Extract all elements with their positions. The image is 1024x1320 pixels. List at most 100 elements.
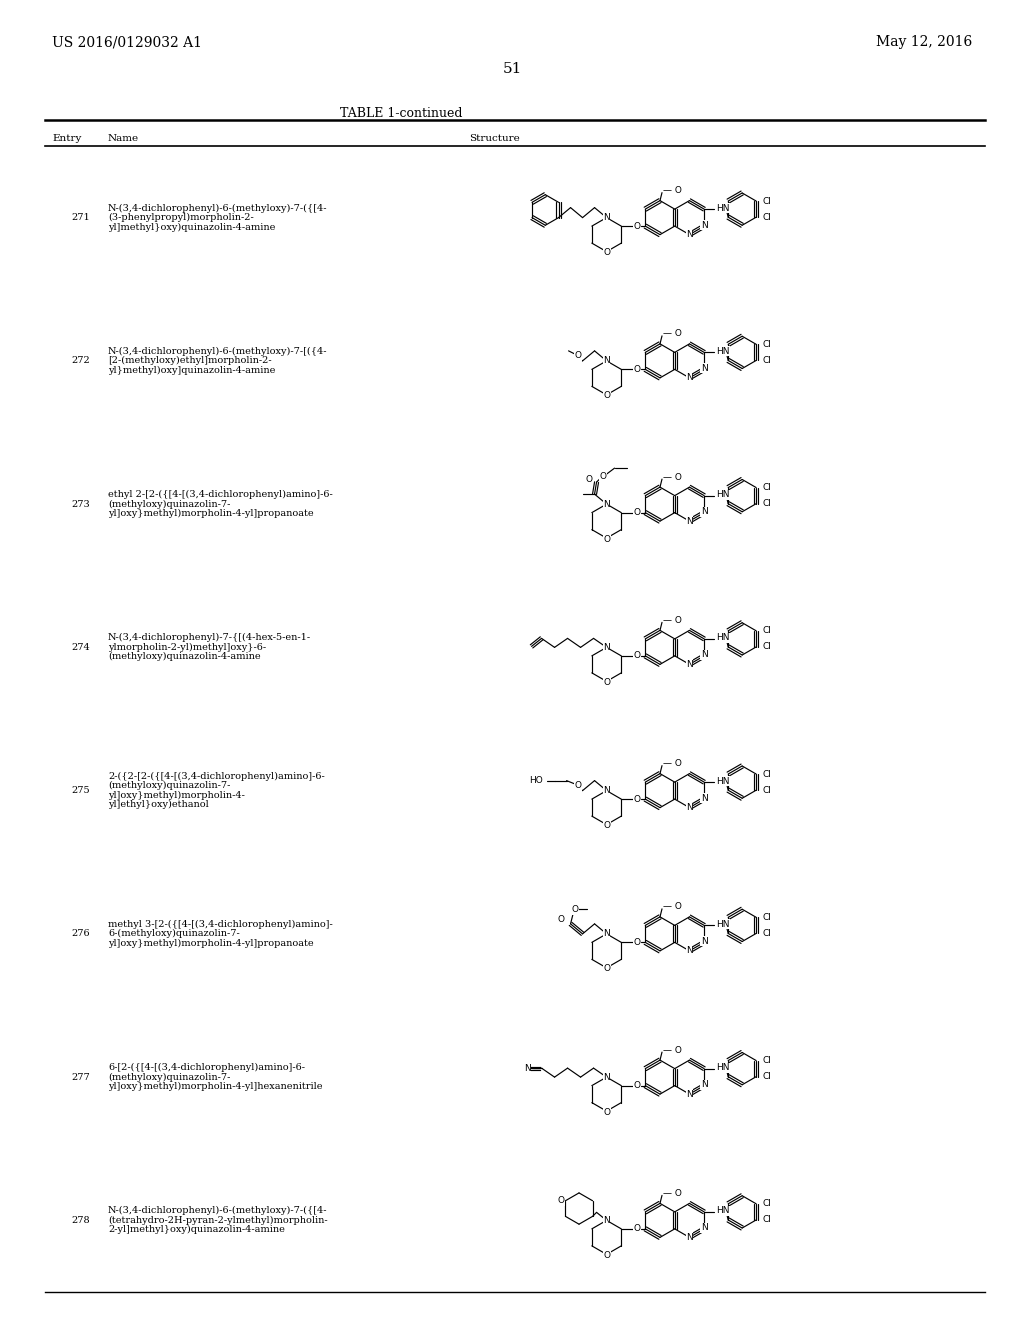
Text: ethyl 2-[2-({[4-[(3,4-dichlorophenyl)amino]-6-: ethyl 2-[2-({[4-[(3,4-dichlorophenyl)ami… xyxy=(108,490,333,499)
Text: N: N xyxy=(700,220,708,230)
Text: Cl: Cl xyxy=(762,213,771,222)
Text: O: O xyxy=(603,391,610,400)
Text: N: N xyxy=(700,651,708,660)
Text: 6-(methyloxy)quinazolin-7-: 6-(methyloxy)quinazolin-7- xyxy=(108,929,240,939)
Text: yl]oxy}methyl)morpholin-4-yl]propanoate: yl]oxy}methyl)morpholin-4-yl]propanoate xyxy=(108,939,313,948)
Text: O: O xyxy=(599,471,606,480)
Text: HN: HN xyxy=(716,1206,730,1216)
Text: N: N xyxy=(700,507,708,516)
Text: N: N xyxy=(603,213,610,222)
Text: [2-(methyloxy)ethyl]morpholin-2-: [2-(methyloxy)ethyl]morpholin-2- xyxy=(108,356,271,366)
Text: N: N xyxy=(603,356,610,366)
Text: HN: HN xyxy=(716,1063,730,1072)
Text: (methyloxy)quinazolin-7-: (methyloxy)quinazolin-7- xyxy=(108,781,230,791)
Text: N: N xyxy=(603,500,610,508)
Text: O: O xyxy=(603,248,610,257)
Text: (methyloxy)quinazolin-4-amine: (methyloxy)quinazolin-4-amine xyxy=(108,652,261,661)
Text: 2-({2-[2-({[4-[(3,4-dichlorophenyl)amino]-6-: 2-({2-[2-({[4-[(3,4-dichlorophenyl)amino… xyxy=(108,772,325,781)
Text: — O: — O xyxy=(663,903,682,911)
Text: N: N xyxy=(524,1064,530,1073)
Text: HN: HN xyxy=(716,634,730,643)
Text: N: N xyxy=(686,1089,693,1098)
Text: Cl: Cl xyxy=(762,1072,771,1081)
Text: O: O xyxy=(603,678,610,686)
Text: Cl: Cl xyxy=(762,1200,771,1208)
Text: N: N xyxy=(700,1224,708,1233)
Text: HN: HN xyxy=(716,776,730,785)
Text: Cl: Cl xyxy=(762,1056,771,1065)
Text: (methyloxy)quinazolin-7-: (methyloxy)quinazolin-7- xyxy=(108,499,230,508)
Text: O: O xyxy=(603,535,610,544)
Text: Structure: Structure xyxy=(470,135,520,143)
Text: — O: — O xyxy=(663,473,682,482)
Text: O: O xyxy=(574,781,581,791)
Text: Cl: Cl xyxy=(762,339,771,348)
Text: yl]oxy}methyl)morpholin-4-yl]hexanenitrile: yl]oxy}methyl)morpholin-4-yl]hexanenitri… xyxy=(108,1082,323,1092)
Text: 275: 275 xyxy=(72,787,90,795)
Text: 51: 51 xyxy=(503,62,521,77)
Text: — O: — O xyxy=(663,186,682,195)
Text: (tetrahydro-2H-pyran-2-ylmethyl)morpholin-: (tetrahydro-2H-pyran-2-ylmethyl)morpholi… xyxy=(108,1216,328,1225)
Text: O: O xyxy=(634,1225,641,1233)
Text: Cl: Cl xyxy=(762,913,771,921)
Text: O: O xyxy=(603,821,610,830)
Text: HO: HO xyxy=(528,776,543,785)
Text: Cl: Cl xyxy=(762,499,771,508)
Text: N: N xyxy=(603,929,610,939)
Text: O: O xyxy=(571,906,579,915)
Text: N: N xyxy=(603,643,610,652)
Text: N: N xyxy=(603,1073,610,1081)
Text: HN: HN xyxy=(716,490,730,499)
Text: N: N xyxy=(686,803,693,812)
Text: yl]methyl}oxy)quinazolin-4-amine: yl]methyl}oxy)quinazolin-4-amine xyxy=(108,223,275,232)
Text: O: O xyxy=(634,364,641,374)
Text: methyl 3-[2-({[4-[(3,4-dichlorophenyl)amino]-: methyl 3-[2-({[4-[(3,4-dichlorophenyl)am… xyxy=(108,920,333,929)
Text: N: N xyxy=(686,660,693,669)
Text: HN: HN xyxy=(716,347,730,356)
Text: 277: 277 xyxy=(72,1073,90,1081)
Text: O: O xyxy=(634,795,641,804)
Text: yl]ethyl}oxy)ethanol: yl]ethyl}oxy)ethanol xyxy=(108,800,209,809)
Text: O: O xyxy=(603,1251,610,1259)
Text: O: O xyxy=(634,651,641,660)
Text: yl]oxy}methyl)morpholin-4-yl]propanoate: yl]oxy}methyl)morpholin-4-yl]propanoate xyxy=(108,510,313,519)
Text: O: O xyxy=(574,351,581,360)
Text: Cl: Cl xyxy=(762,785,771,795)
Text: HN: HN xyxy=(716,920,730,929)
Text: ylmorpholin-2-yl)methyl]oxy}-6-: ylmorpholin-2-yl)methyl]oxy}-6- xyxy=(108,643,266,652)
Text: O: O xyxy=(634,508,641,517)
Text: N: N xyxy=(700,793,708,803)
Text: Cl: Cl xyxy=(762,643,771,652)
Text: 273: 273 xyxy=(72,500,90,508)
Text: — O: — O xyxy=(663,1045,682,1055)
Text: 2-yl]methyl}oxy)quinazolin-4-amine: 2-yl]methyl}oxy)quinazolin-4-amine xyxy=(108,1225,285,1234)
Text: Entry: Entry xyxy=(52,135,81,143)
Text: Cl: Cl xyxy=(762,197,771,206)
Text: 272: 272 xyxy=(72,356,90,366)
Text: O: O xyxy=(634,939,641,946)
Text: yl}methyl)oxy]quinazolin-4-amine: yl}methyl)oxy]quinazolin-4-amine xyxy=(108,366,275,375)
Text: May 12, 2016: May 12, 2016 xyxy=(876,36,972,49)
Text: 278: 278 xyxy=(72,1216,90,1225)
Text: Cl: Cl xyxy=(762,770,771,779)
Text: O: O xyxy=(634,1081,641,1090)
Text: 271: 271 xyxy=(72,213,90,222)
Text: (methyloxy)quinazolin-7-: (methyloxy)quinazolin-7- xyxy=(108,1073,230,1081)
Text: HN: HN xyxy=(716,203,730,213)
Text: — O: — O xyxy=(663,759,682,768)
Text: TABLE 1-continued: TABLE 1-continued xyxy=(340,107,463,120)
Text: (3-phenylpropyl)morpholin-2-: (3-phenylpropyl)morpholin-2- xyxy=(108,213,254,222)
Text: 274: 274 xyxy=(72,643,90,652)
Text: 276: 276 xyxy=(72,929,90,939)
Text: Cl: Cl xyxy=(762,1216,771,1225)
Text: N: N xyxy=(603,787,610,795)
Text: US 2016/0129032 A1: US 2016/0129032 A1 xyxy=(52,36,202,49)
Text: N: N xyxy=(700,1080,708,1089)
Text: Cl: Cl xyxy=(762,626,771,635)
Text: — O: — O xyxy=(663,330,682,338)
Text: Cl: Cl xyxy=(762,356,771,364)
Text: O: O xyxy=(603,1107,610,1117)
Text: N: N xyxy=(686,230,693,239)
Text: N: N xyxy=(700,937,708,946)
Text: N-(3,4-dichlorophenyl)-7-{[(4-hex-5-en-1-: N-(3,4-dichlorophenyl)-7-{[(4-hex-5-en-1… xyxy=(108,634,311,643)
